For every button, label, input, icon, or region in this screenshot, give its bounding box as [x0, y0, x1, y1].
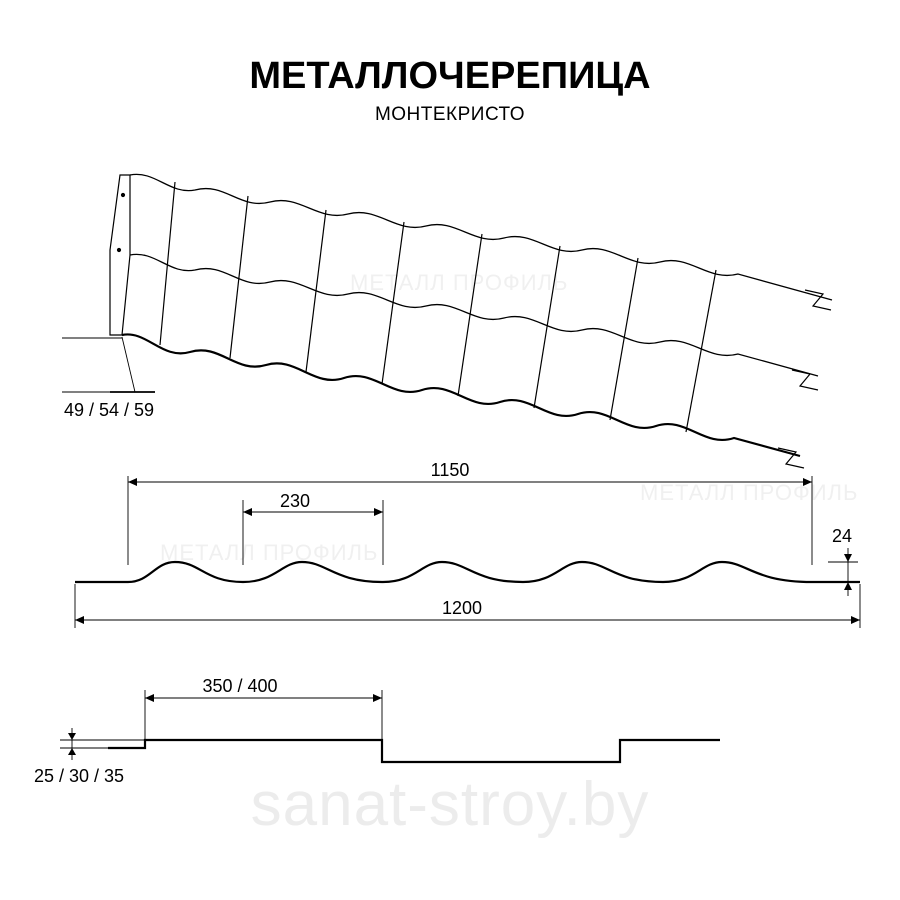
dim-step: 350 / 400	[202, 676, 277, 696]
brand-watermark-1: МЕТАЛЛ ПРОФИЛЬ	[350, 270, 568, 296]
brand-watermark-2: МЕТАЛЛ ПРОФИЛЬ	[160, 540, 378, 566]
header: МЕТАЛЛОЧЕРЕПИЦА МОНТЕКРИСТО	[0, 0, 900, 126]
technical-drawing: 49 / 54 / 59 1150 230 24 1200	[0, 0, 900, 900]
persp-height-label: 49 / 54 / 59	[64, 400, 154, 420]
side-profile	[60, 690, 720, 762]
dim-1200: 1200	[442, 598, 482, 618]
site-watermark: sanat-stroy.by	[0, 769, 900, 840]
dim-1150: 1150	[431, 460, 470, 480]
subtitle: МОНТЕКРИСТО	[0, 104, 900, 126]
cross-section	[75, 476, 860, 628]
dim-24: 24	[832, 526, 852, 546]
brand-watermark-3: МЕТАЛЛ ПРОФИЛЬ	[640, 480, 858, 506]
dim-step-height: 25 / 30 / 35	[34, 766, 124, 786]
perspective-view	[62, 174, 832, 468]
title: МЕТАЛЛОЧЕРЕПИЦА	[0, 55, 900, 98]
dim-230: 230	[280, 491, 310, 511]
